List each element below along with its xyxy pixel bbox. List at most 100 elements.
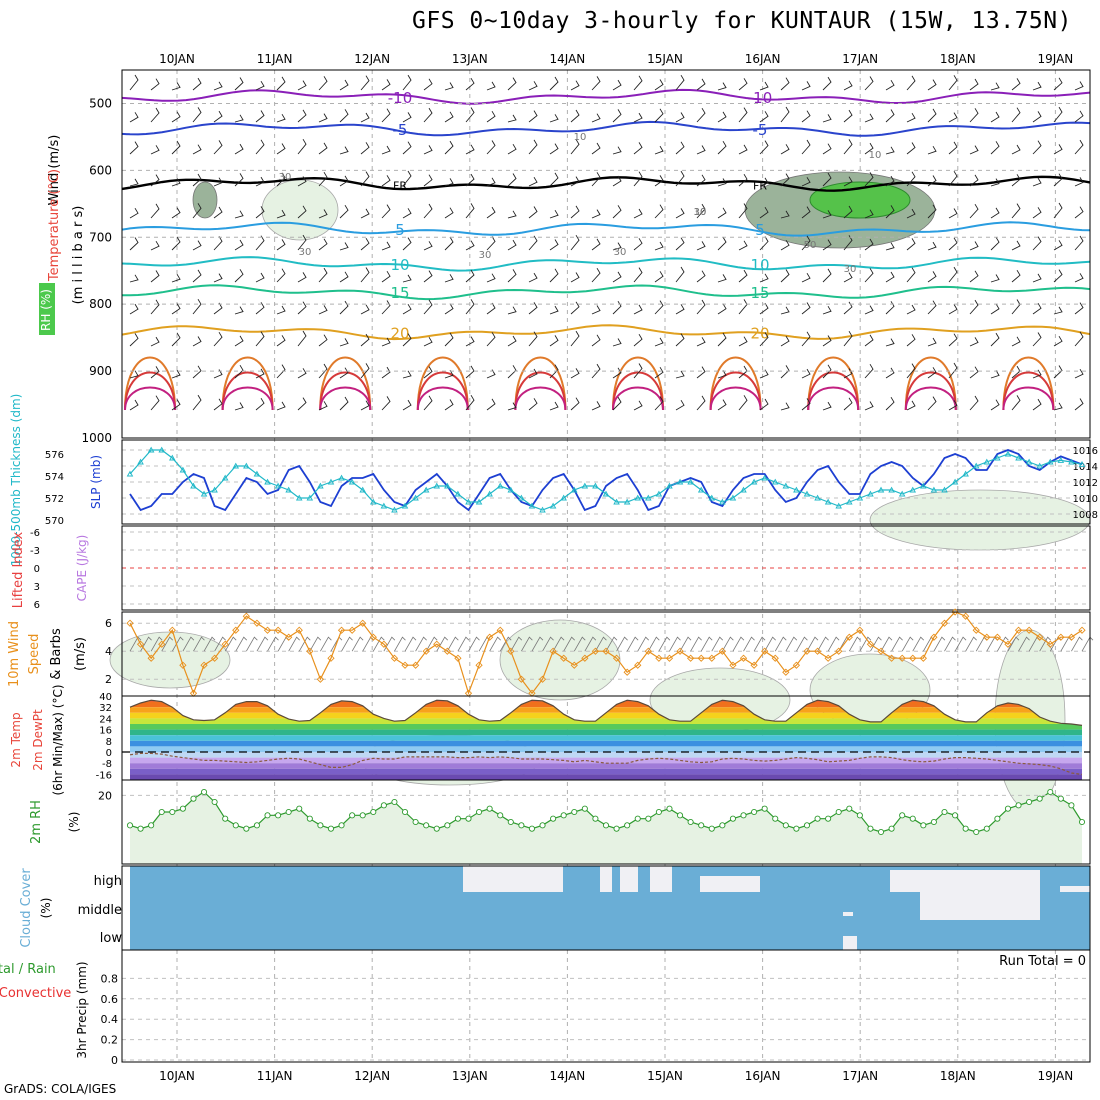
thickness-point [856,494,864,501]
wind-barb [675,370,685,379]
rh-shaded-area [499,619,621,701]
wind10m-point [1046,640,1054,648]
warm-isotherm [124,356,176,411]
wind-barb [1011,107,1021,123]
wind-barb [1074,81,1084,91]
wind10m-point [1025,626,1033,634]
thickness-point [264,478,271,485]
wind-barb [381,108,391,123]
wind-barb [402,112,412,123]
wind10m-point [274,626,282,634]
thickness-point [740,486,747,493]
wind10m-point [771,654,779,662]
wind-barb [339,79,349,91]
rh2m-point [433,825,440,832]
wind-barb [549,335,559,347]
wind-barb [486,177,496,187]
rh2m-point [666,805,673,812]
wind-barb [843,397,853,411]
wind10m-barb [446,636,459,652]
wind-barb [570,234,580,251]
wind-barb [192,173,202,187]
wind-barb [780,173,790,187]
wind-barb [1011,299,1021,315]
wind-barb [591,267,601,283]
wind-barb [780,402,790,411]
wind-barb [969,78,979,91]
wind-barb [885,175,895,187]
wind10m-point [761,647,769,655]
wind-barb [150,203,160,219]
wind-barb [1053,402,1063,411]
wind-barb [864,172,874,187]
wind-barb [402,274,412,283]
wind-barb [549,172,559,187]
wind-barb [465,203,475,219]
wind10m-point [1078,626,1086,634]
wind-barb [990,332,1000,347]
rh-shaded-area [869,489,1091,551]
rh2m-point [476,808,483,816]
wind-barb [612,79,622,91]
precip-convective-label: Convective [0,986,71,1001]
wind-barb [444,111,454,123]
wind-barb [780,239,790,251]
upper-air-frame [121,69,1091,439]
wind-barb [717,236,727,251]
wind-barb [717,274,727,283]
wind10m-point [422,647,430,655]
wind-barb [297,80,307,91]
wind-barb [801,368,811,379]
wind-barb [465,336,475,347]
wind10m-point [919,654,927,662]
wind-speed-tick-label: 4 [105,645,112,658]
wind-barb [423,107,433,123]
wind-barb [1074,177,1084,187]
thickness-point [909,486,917,493]
chart-title: GFS 0~10day 3-hourly for KUNTAUR (15W, 1… [412,8,1072,34]
wind-barb [234,335,244,347]
isotherm-label: 10 [750,256,769,274]
wind-barb [696,78,706,91]
warm-isotherm [709,356,762,411]
thickness-point [401,502,409,509]
wind10m-point [665,654,674,662]
wind10m-barb [637,636,650,652]
thickness-point [941,486,948,493]
wind10m-barb [161,636,174,652]
wind10m-point [835,647,843,655]
wind10m-barb [912,636,925,652]
wind-barb [360,333,370,347]
rh2m-point [835,808,842,816]
wind-barb [150,299,160,315]
rh2m-point [698,822,705,829]
rh2m-point [867,825,874,832]
wind-barb [381,175,391,187]
rh2m-point [782,822,789,829]
warm-isotherm [904,386,957,411]
wind-barb [780,144,790,155]
pressure-tick-label: 500 [89,96,112,110]
wind-barb [864,334,874,347]
wind10m-point [676,647,684,655]
temp-band [130,740,1082,747]
thickness-point [581,482,589,489]
temp-axis-label: (6hr Min/Max) (°C) [51,684,65,795]
wind-barb [822,210,832,219]
wind-barb [402,170,412,187]
wind-barb [654,337,664,347]
rh2m-point [856,812,863,819]
wind-barb [696,337,706,347]
wind-barb [360,400,370,411]
wind-barb [171,369,181,379]
warm-isotherm [1002,386,1055,411]
rh2m-point [349,812,356,819]
cloud-clear-area [843,936,857,950]
wind10m-point [591,647,600,655]
wind-barb [381,337,391,347]
wind10m-point [348,626,356,634]
wind-barb [675,170,685,187]
wind-barb [276,335,286,347]
wind-barb [150,366,160,379]
wind-barb [738,395,748,411]
